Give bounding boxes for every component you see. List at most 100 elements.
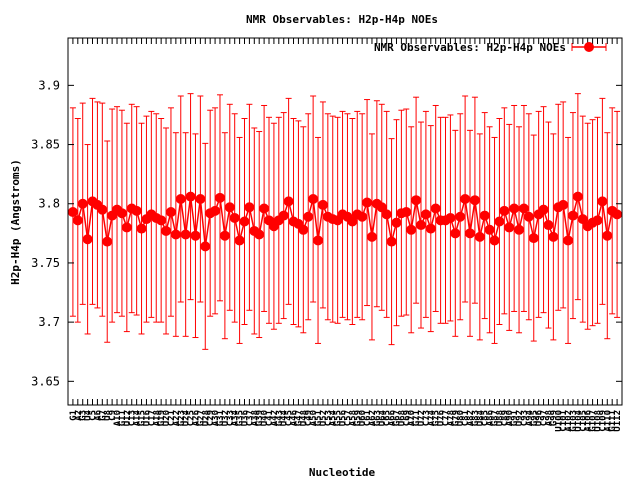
data-point	[224, 202, 235, 213]
x-tick-label: A2	[74, 410, 84, 421]
x-tick-label: C77	[442, 410, 452, 426]
x-tick-label: A38	[250, 410, 260, 426]
x-tick-label: C29	[206, 410, 216, 426]
x-tick-label: U44	[280, 409, 290, 426]
data-point	[278, 210, 289, 221]
x-tick-label: G99	[549, 410, 559, 426]
data-point	[121, 222, 132, 233]
x-axis-label: Nucleotide	[309, 466, 376, 479]
data-point	[479, 210, 490, 221]
data-point	[195, 194, 206, 205]
data-point	[597, 196, 608, 207]
x-tick-label: C13	[128, 410, 138, 426]
x-tick-label: G71	[412, 410, 422, 426]
data-point	[102, 236, 113, 247]
x-tick-label: A6	[93, 410, 103, 421]
data-point	[214, 192, 225, 203]
data-point	[401, 207, 412, 218]
data-point	[558, 199, 569, 210]
data-point	[161, 225, 172, 236]
y-tick-label: 3.9	[38, 78, 60, 92]
x-tick-label: U100	[554, 410, 564, 432]
data-point	[67, 207, 78, 218]
data-point	[239, 216, 250, 227]
x-tick-label: U96	[535, 410, 545, 426]
x-tick-label: A106	[584, 410, 594, 432]
x-tick-label: G59	[353, 410, 363, 426]
x-tick-label: G47	[294, 410, 304, 426]
data-point	[612, 209, 623, 220]
x-tick-label: A18	[152, 410, 162, 426]
data-point	[156, 215, 167, 226]
y-tick-label: 3.8	[38, 197, 60, 211]
x-tick-label: U72	[417, 410, 427, 426]
x-tick-label: C85	[481, 410, 491, 426]
y-axis: 3.65 3.7 3.75 3.8 3.85 3.9	[31, 78, 622, 388]
x-tick-label: U60	[358, 410, 368, 426]
data-point	[484, 224, 495, 235]
x-tick-label: G27	[196, 410, 206, 426]
x-tick-label: A10	[113, 410, 123, 426]
x-tick-label: A74	[427, 409, 437, 426]
data-point	[548, 231, 559, 242]
data-point	[97, 204, 108, 215]
x-tick-label: C25	[187, 410, 197, 426]
data-point	[234, 235, 245, 246]
x-tick-label: A70	[407, 410, 417, 426]
data-point	[200, 241, 211, 252]
x-tick-label: C93	[520, 410, 530, 426]
data-point	[298, 224, 309, 235]
data-point	[180, 229, 191, 240]
x-tick-label: A22	[172, 410, 182, 426]
x-tick-label: A86	[486, 410, 496, 426]
x-tick-label: A66	[388, 410, 398, 426]
x-tick-label: C89	[500, 410, 510, 426]
x-tick-label: G35	[236, 410, 246, 426]
y-axis-label: H2p-H4p (Angstroms)	[9, 159, 22, 285]
y-tick-label: 3.65	[31, 374, 60, 388]
x-tick-label: U104	[574, 409, 584, 431]
x-tick-label: A50	[309, 410, 319, 426]
x-tick-label: G7	[98, 410, 108, 421]
x-tick-label: A78	[446, 410, 456, 426]
x-tick-label: G19	[157, 410, 167, 426]
data-point	[567, 210, 578, 221]
data-point	[72, 215, 83, 226]
x-tick-label: A46	[290, 410, 300, 426]
x-tick-label: G75	[432, 410, 442, 426]
x-tick-label: C81	[461, 410, 471, 426]
data-point	[313, 235, 324, 246]
x-tick-label: C21	[167, 410, 177, 426]
x-tick-label: U16	[142, 410, 152, 426]
x-axis: G1A2G3U4C5A6G7U8C9A10G11U12C13A14G15U16C…	[69, 38, 623, 432]
x-tick-label: U80	[456, 410, 466, 426]
x-tick-label: G103	[569, 410, 579, 432]
data-point	[572, 191, 583, 202]
x-tick-label: U4	[84, 409, 94, 420]
x-tick-label: A30	[211, 410, 221, 426]
x-tick-label: U48	[299, 410, 309, 426]
data-point	[165, 207, 176, 218]
data-point	[175, 194, 186, 205]
x-tick-label: U20	[162, 410, 172, 426]
data-point	[303, 211, 314, 222]
x-tick-label: A58	[348, 410, 358, 426]
x-tick-label: C57	[343, 410, 353, 426]
x-tick-label: G107	[589, 410, 599, 432]
x-tick-label: C9	[108, 410, 118, 421]
x-tick-label: G51	[314, 410, 324, 426]
data-point	[528, 233, 539, 244]
data-point	[406, 224, 417, 235]
x-tick-label: A62	[368, 410, 378, 426]
x-tick-label: G83	[471, 410, 481, 426]
data-point	[592, 215, 603, 226]
x-tick-label: A98	[544, 410, 554, 426]
x-tick-label: A102	[564, 410, 574, 432]
data-point	[577, 214, 588, 225]
x-tick-label: G111	[608, 410, 618, 432]
x-tick-label: C45	[285, 410, 295, 426]
data-point	[411, 195, 422, 206]
x-tick-label: G3	[79, 410, 89, 421]
x-tick-label: G39	[255, 410, 265, 426]
